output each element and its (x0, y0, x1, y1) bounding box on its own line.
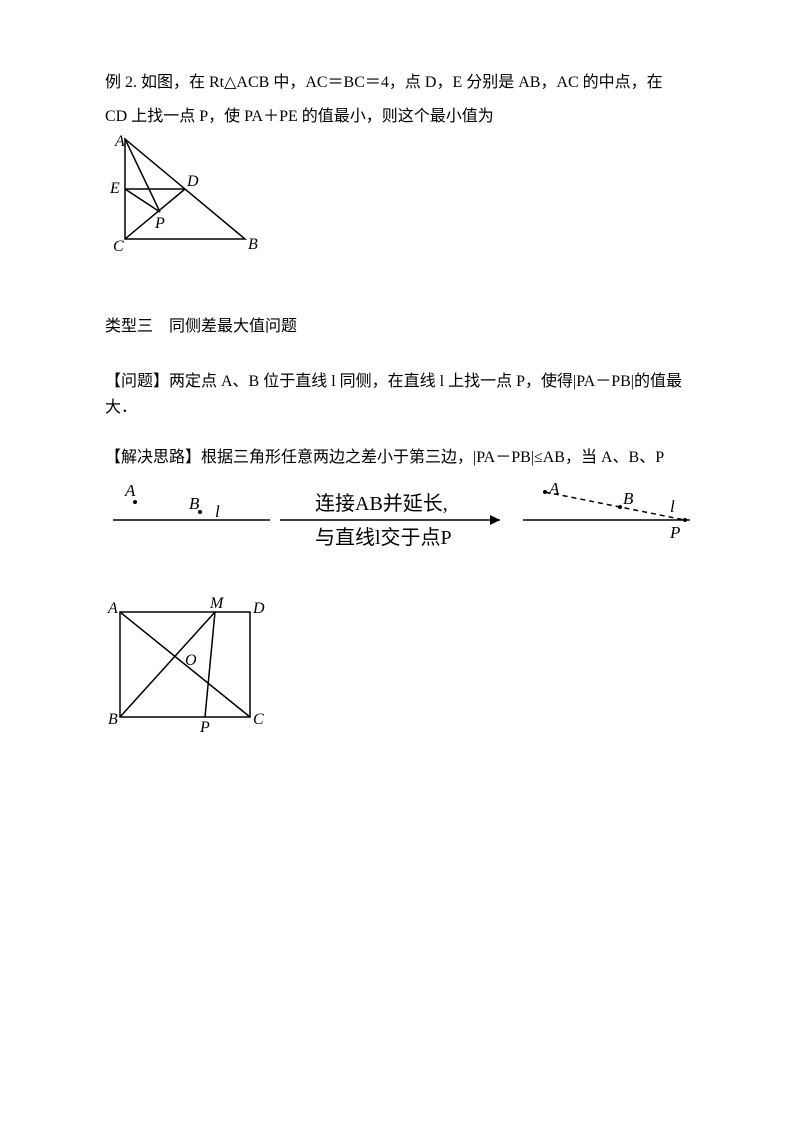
svg-text:连接AB并延长,: 连接AB并延长, (315, 492, 448, 515)
svg-text:D: D (186, 173, 199, 190)
svg-text:C: C (113, 238, 124, 255)
section3-cutoff: 【解决思路】根据三角形任意两边之差小于第三边，|PA－PB|≤AB，当 A、B、… (105, 445, 695, 467)
svg-text:P: P (199, 719, 210, 736)
svg-text:B: B (623, 489, 634, 508)
svg-text:A: A (114, 134, 125, 150)
figure3-square: A D B C M P O (105, 597, 695, 737)
svg-text:C: C (253, 711, 264, 728)
svg-text:P: P (669, 523, 680, 542)
svg-text:A: A (124, 482, 136, 500)
figure1-triangle: A E C B D P (105, 134, 695, 264)
svg-text:l: l (670, 497, 675, 516)
svg-text:B: B (189, 494, 200, 513)
svg-text:P: P (154, 215, 165, 232)
svg-text:O: O (185, 652, 197, 669)
svg-text:E: E (109, 180, 120, 197)
svg-text:D: D (252, 600, 265, 617)
svg-text:A: A (107, 600, 118, 617)
section3-title: 类型三 同侧差最大值问题 (105, 314, 695, 340)
svg-text:l: l (215, 502, 220, 521)
figure2-construction: A B l 连接AB并延长, 与直线l交于点P A B l P (105, 482, 695, 557)
svg-text:B: B (248, 236, 258, 253)
svg-text:B: B (108, 711, 118, 728)
example2-cutoff: CD 上找一点 P，使 PA＋PE 的值最小，则这个最小值为 (105, 104, 695, 126)
example2-text: 例 2. 如图，在 Rt△ACB 中，AC＝BC＝4，点 D，E 分别是 AB，… (105, 70, 695, 96)
svg-text:M: M (209, 597, 225, 612)
section3-problem: 【问题】两定点 A、B 位于直线 l 同侧，在直线 l 上找一点 P，使得|PA… (105, 369, 695, 420)
svg-text:A: A (548, 482, 560, 498)
svg-text:与直线l交于点P: 与直线l交于点P (315, 526, 452, 549)
